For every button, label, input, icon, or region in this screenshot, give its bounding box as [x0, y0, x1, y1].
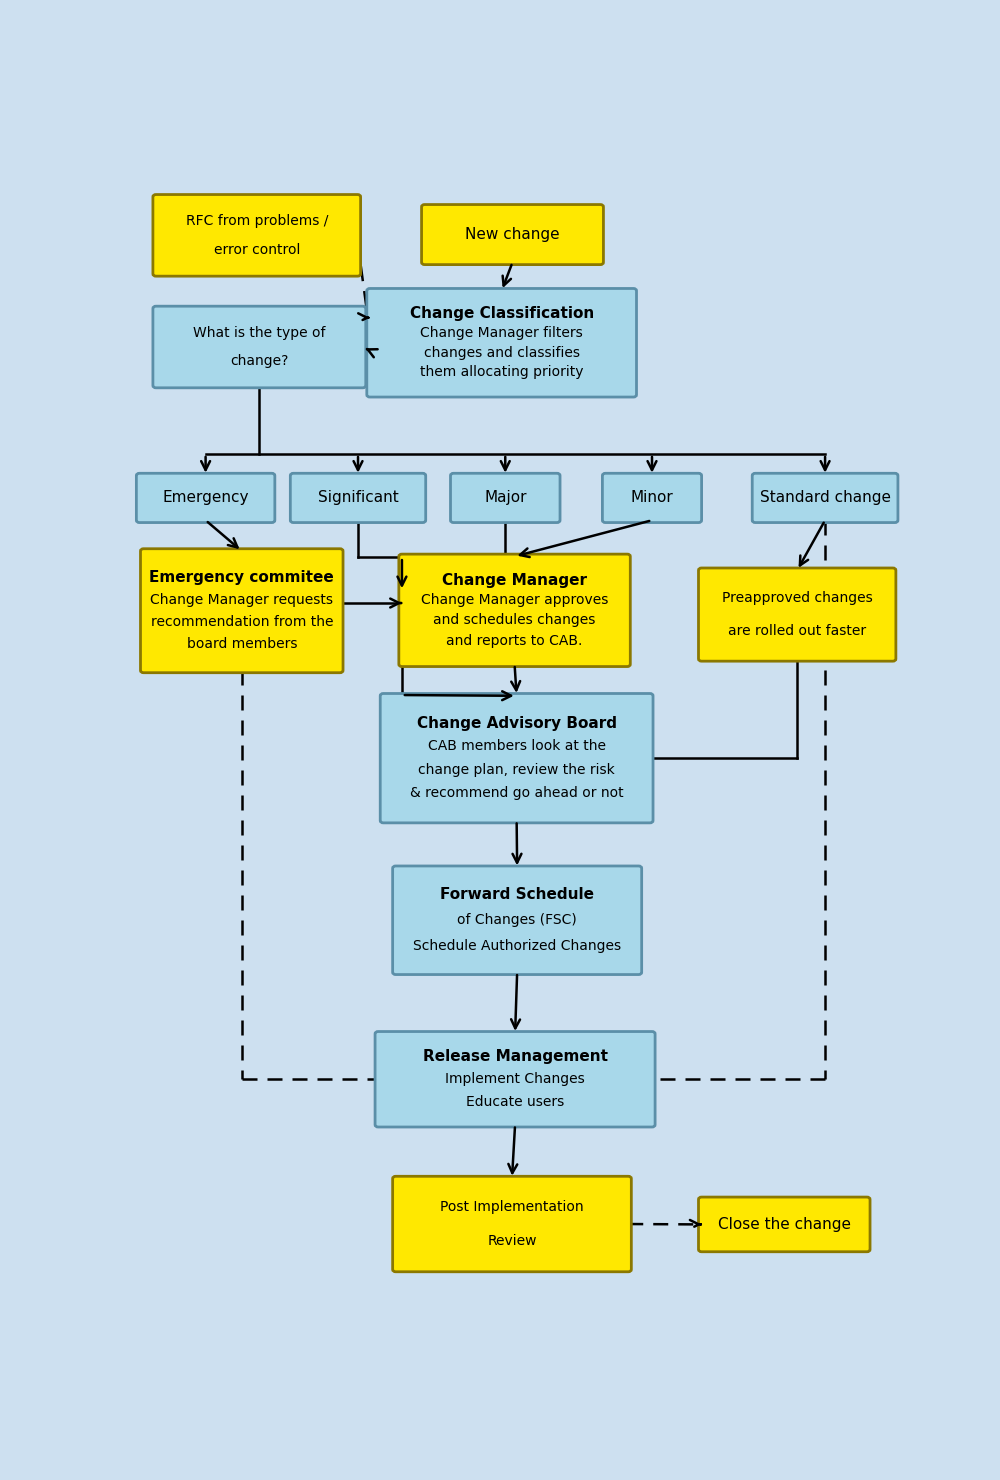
FancyBboxPatch shape — [153, 306, 366, 388]
Text: Significant: Significant — [318, 490, 398, 505]
FancyBboxPatch shape — [698, 1197, 870, 1252]
Text: What is the type of: What is the type of — [193, 326, 326, 339]
Text: Preapproved changes: Preapproved changes — [722, 591, 873, 605]
Text: Change Manager requests: Change Manager requests — [150, 592, 333, 607]
Text: Change Classification: Change Classification — [410, 306, 594, 321]
Text: changes and classifies: changes and classifies — [424, 345, 580, 360]
Text: Change Manager: Change Manager — [442, 573, 587, 588]
FancyBboxPatch shape — [450, 474, 560, 522]
Text: recommendation from the: recommendation from the — [151, 614, 333, 629]
Text: Change Advisory Board: Change Advisory Board — [417, 716, 617, 731]
FancyBboxPatch shape — [136, 474, 275, 522]
Text: are rolled out faster: are rolled out faster — [728, 625, 866, 638]
FancyBboxPatch shape — [422, 204, 603, 265]
Text: board members: board members — [187, 638, 297, 651]
FancyBboxPatch shape — [140, 549, 343, 673]
FancyBboxPatch shape — [153, 194, 361, 277]
Text: & recommend go ahead or not: & recommend go ahead or not — [410, 786, 623, 801]
FancyBboxPatch shape — [393, 866, 642, 974]
Text: Standard change: Standard change — [760, 490, 891, 505]
Text: Implement Changes: Implement Changes — [445, 1073, 585, 1086]
Text: CAB members look at the: CAB members look at the — [428, 740, 606, 753]
FancyBboxPatch shape — [399, 554, 630, 666]
Text: Educate users: Educate users — [466, 1095, 564, 1109]
Text: and schedules changes: and schedules changes — [433, 613, 596, 628]
Text: Post Implementation: Post Implementation — [440, 1200, 584, 1214]
FancyBboxPatch shape — [602, 474, 702, 522]
Text: Review: Review — [487, 1234, 537, 1248]
Text: Minor: Minor — [631, 490, 673, 505]
Text: change?: change? — [230, 354, 289, 369]
Text: error control: error control — [214, 243, 300, 258]
Text: Change Manager approves: Change Manager approves — [421, 593, 608, 607]
Text: Forward Schedule: Forward Schedule — [440, 887, 594, 901]
Text: Release Management: Release Management — [423, 1049, 608, 1064]
FancyBboxPatch shape — [380, 694, 653, 823]
FancyBboxPatch shape — [367, 289, 637, 397]
Text: New change: New change — [465, 226, 560, 243]
FancyBboxPatch shape — [393, 1177, 631, 1271]
Text: Change Manager filters: Change Manager filters — [420, 326, 583, 340]
Text: of Changes (FSC): of Changes (FSC) — [457, 913, 577, 928]
Text: Schedule Authorized Changes: Schedule Authorized Changes — [413, 940, 621, 953]
Text: and reports to CAB.: and reports to CAB. — [446, 633, 583, 648]
Text: Major: Major — [484, 490, 527, 505]
Text: them allocating priority: them allocating priority — [420, 366, 583, 379]
FancyBboxPatch shape — [698, 568, 896, 662]
Text: RFC from problems /: RFC from problems / — [186, 215, 328, 228]
FancyBboxPatch shape — [375, 1032, 655, 1126]
Text: Emergency commitee: Emergency commitee — [149, 570, 334, 585]
FancyBboxPatch shape — [752, 474, 898, 522]
Text: Emergency: Emergency — [162, 490, 249, 505]
Text: change plan, review the risk: change plan, review the risk — [418, 762, 615, 777]
Text: Close the change: Close the change — [718, 1217, 851, 1231]
FancyBboxPatch shape — [290, 474, 426, 522]
